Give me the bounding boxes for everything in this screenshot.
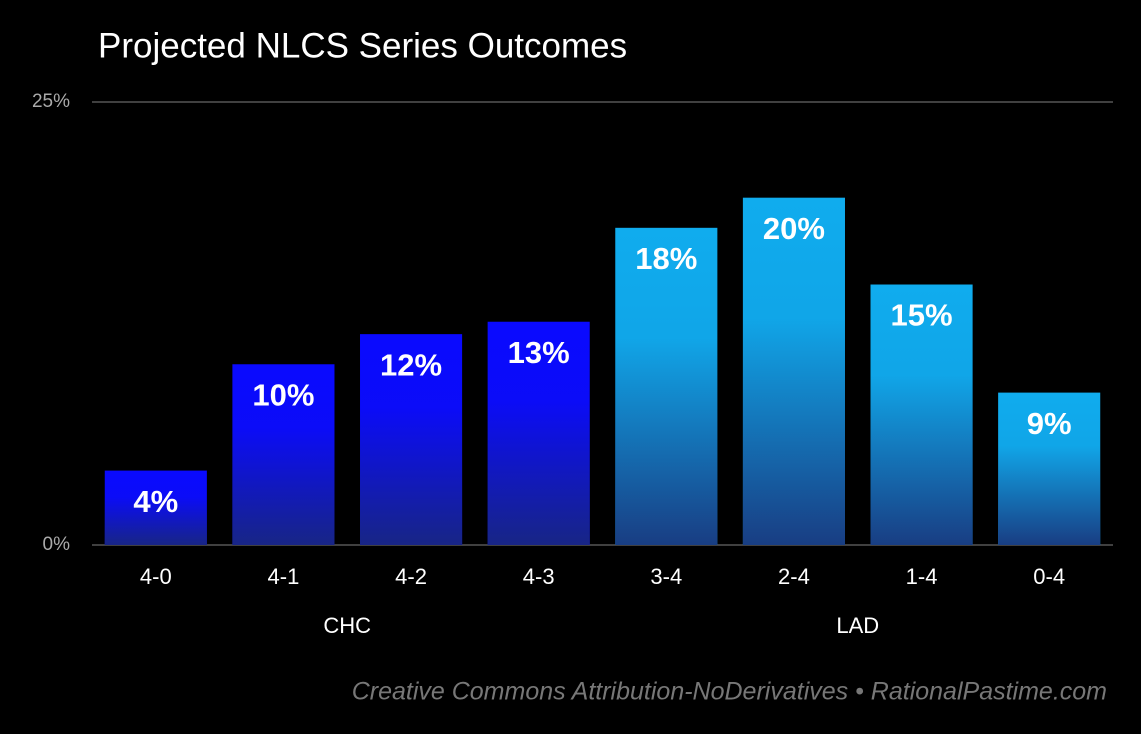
bar-shade (104, 470, 207, 545)
bar-shade (360, 334, 463, 545)
x-tick-label: 4-1 (268, 564, 300, 589)
bar-shade (232, 364, 335, 545)
data-label: 13% (508, 335, 570, 370)
data-label: 10% (252, 377, 314, 412)
data-label: 4% (133, 484, 178, 519)
group-label: CHC (323, 613, 371, 638)
chart-title: Projected NLCS Series Outcomes (98, 26, 627, 65)
bar-shade (870, 284, 973, 545)
data-label: 9% (1027, 406, 1072, 441)
bar-shade (487, 321, 590, 545)
x-tick-label: 4-2 (395, 564, 427, 589)
data-label: 20% (763, 211, 825, 246)
data-label: 18% (635, 241, 697, 276)
bar-shade (998, 392, 1101, 545)
x-tick-label: 3-4 (650, 564, 682, 589)
x-tick-label: 1-4 (906, 564, 938, 589)
y-tick-label: 25% (32, 91, 70, 112)
bar-shade (615, 227, 718, 545)
footer: Creative Commons Attribution-NoDerivativ… (352, 678, 1107, 706)
x-tick-label: 0-4 (1033, 564, 1065, 589)
y-tick-label: 0% (43, 534, 71, 555)
bar-shade (742, 197, 845, 546)
x-tick-label: 2-4 (778, 564, 810, 589)
x-tick-label: 4-3 (523, 564, 555, 589)
group-label: LAD (836, 613, 879, 638)
data-label: 15% (891, 298, 953, 333)
data-label: 12% (380, 347, 442, 382)
x-tick-label: 4-0 (140, 564, 172, 589)
